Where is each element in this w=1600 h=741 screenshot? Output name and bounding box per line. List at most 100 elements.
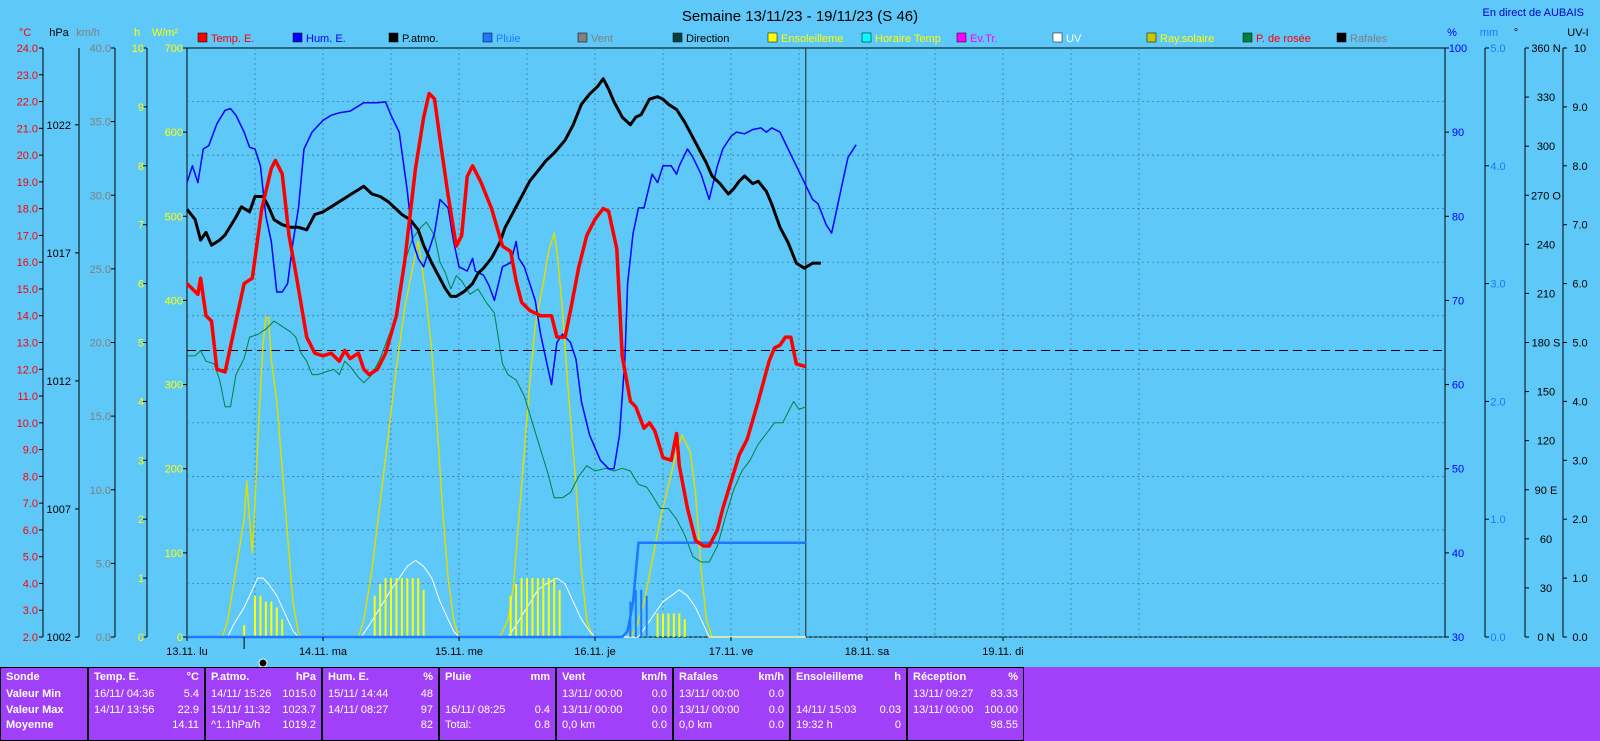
stats-value: 0.8 xyxy=(534,719,550,731)
hum-axis-ticklabel: 100 xyxy=(1449,43,1467,55)
stats-time: 15/11/ 11:32 xyxy=(211,703,271,716)
dir-axis-ticklabel: 300 xyxy=(1537,141,1555,153)
rain-axis-ticklabel: 5.0 xyxy=(1490,43,1505,55)
series-pluie xyxy=(187,541,806,639)
solar-axis-ticklabel: 600 xyxy=(165,127,183,139)
stats-box-unit: hPa xyxy=(295,671,316,683)
legend-swatch-4 xyxy=(577,32,588,43)
hum-axis-ticklabel: 50 xyxy=(1452,464,1464,476)
stats-time: 14/11/ 15:03 xyxy=(796,703,857,716)
uv-axis-ticklabel: 2.0 xyxy=(1572,514,1587,526)
temp-axis-ticklabel: 24.0 xyxy=(17,43,38,55)
legend-label-6: Ensoleilleme xyxy=(781,33,843,45)
hum-axis-ticklabel: 40 xyxy=(1452,548,1464,560)
stats-box-unit: h xyxy=(894,671,901,683)
solar-axis-ticklabel: 300 xyxy=(165,380,183,392)
solar-axis-ticklabel: 400 xyxy=(165,295,183,307)
legend-swatch-3 xyxy=(482,32,493,43)
axes: °C24.023.022.021.020.019.018.017.016.015… xyxy=(17,27,1589,644)
uv-axis-ticklabel: 4.0 xyxy=(1572,396,1587,408)
rain-axis-ticklabel: 2.0 xyxy=(1490,396,1505,408)
stats-row xyxy=(796,687,901,703)
sun-axis-unit: h xyxy=(134,27,140,39)
stats-value: 0.0 xyxy=(768,719,784,731)
stats-row: 14.11 xyxy=(94,718,199,734)
grid xyxy=(187,48,1445,638)
stats-row: 14/11/ 15:03 0.03 xyxy=(796,703,901,719)
legend-swatch-12 xyxy=(1336,32,1347,43)
stats-row: 16/11/ 04:36 5.4 xyxy=(94,687,199,703)
stats-time: Total: xyxy=(445,719,472,731)
stats-value: 82 xyxy=(420,719,433,731)
stats-value: 0.0 xyxy=(768,688,784,700)
temp-axis-ticklabel: 18.0 xyxy=(17,204,38,216)
stats-row: 13/11/ 00:00 0.0 xyxy=(679,687,784,703)
stats-box-0: Temp. E. °C 16/11/ 04:36 5.4 14/11/ 13:56 22.… xyxy=(88,667,205,741)
x-ticklabel: 18.11. sa xyxy=(845,646,890,658)
stats-value: 0.4 xyxy=(534,703,550,716)
stats-box-title: P.atmo. xyxy=(211,671,250,683)
stats-value: 0.0 xyxy=(651,688,667,700)
legend-label-12: Rafales xyxy=(1350,33,1388,45)
uv-axis-ticklabel: 0.0 xyxy=(1572,632,1587,644)
x-ticklabel: 19.11. di xyxy=(982,646,1023,658)
weekly-weather-chart: Semaine 13/11/23 - 19/11/23 (S 46) En di… xyxy=(17,7,1589,667)
stats-value: 5.4 xyxy=(183,688,199,700)
wind-axis-ticklabel: 0.0 xyxy=(96,632,111,644)
x-axis: 13.11. lu 14.11. ma 15.11. me 16.11. je 17.1… xyxy=(166,637,1024,667)
statistics-panel: Sonde Valeur Min Valeur Max Moyenne Temp… xyxy=(0,667,1600,741)
dir-axis-ticklabel: 210 xyxy=(1537,288,1555,300)
stats-time: 15/11/ 14:44 xyxy=(328,688,389,700)
stats-row: 15/11/ 11:32 1023.7 xyxy=(211,703,316,719)
chart-title: Semaine 13/11/23 - 19/11/23 (S 46) xyxy=(682,8,918,25)
stats-value: 1015.0 xyxy=(282,688,316,700)
solar-axis-ticklabel: 200 xyxy=(165,464,183,476)
temp-axis-ticklabel: 19.0 xyxy=(17,177,38,189)
dir-axis-unit: ° xyxy=(1514,27,1518,39)
sun-axis-ticklabel: 3 xyxy=(138,455,144,467)
rain-axis-ticklabel: 3.0 xyxy=(1490,279,1505,291)
stats-labels: Sonde Valeur Min Valeur Max Moyenne xyxy=(0,667,88,741)
sun-axis-ticklabel: 0 xyxy=(138,632,144,644)
temp-axis-ticklabel: 16.0 xyxy=(17,257,38,269)
pressure-axis-ticklabel: 1002 xyxy=(47,632,71,644)
wind-axis-ticklabel: 5.0 xyxy=(96,558,111,570)
legend-label-0: Temp. E. xyxy=(211,33,254,45)
stats-box-title: Réception xyxy=(913,671,967,683)
legend-swatch-9 xyxy=(1052,32,1063,43)
legend-label-5: Direction xyxy=(686,33,729,45)
stats-time: 13/11/ 09:27 xyxy=(913,688,974,700)
stats-box-title: Temp. E. xyxy=(94,671,140,683)
stats-value: 97 xyxy=(420,703,433,716)
wind-axis-ticklabel: 40.0 xyxy=(90,43,111,55)
stats-box-4: Vent km/h 13/11/ 00:00 0.0 13/11/ 00:00 0.0 0,… xyxy=(556,667,673,741)
solar-axis-ticklabel: 0 xyxy=(177,632,183,644)
legend-label-1: Hum. E. xyxy=(306,33,346,45)
stats-row: 13/11/ 00:00 0.0 xyxy=(562,687,667,703)
stats-box-unit: % xyxy=(1008,671,1018,683)
plot-area xyxy=(186,47,1446,638)
temp-axis-ticklabel: 17.0 xyxy=(17,230,38,242)
temp-axis-ticklabel: 11.0 xyxy=(17,391,38,403)
stats-time: 19:32 h xyxy=(796,719,833,731)
dir-axis-ticklabel: 360 N xyxy=(1531,43,1560,55)
dir-axis-ticklabel: 90 E xyxy=(1535,485,1558,497)
series-temp-e- xyxy=(185,91,807,548)
stats-row xyxy=(445,687,550,703)
temp-axis-ticklabel: 2.0 xyxy=(23,632,38,644)
stats-value: 22.9 xyxy=(177,703,199,716)
stats-box-6: Ensoleilleme h 14/11/ 15:03 0.03 19:32 h 0 xyxy=(790,667,907,741)
stats-row: 82 xyxy=(328,718,433,734)
legend-label-8: Ev.Tr. xyxy=(970,33,998,45)
temp-axis-ticklabel: 7.0 xyxy=(23,498,38,510)
stats-box-title: Vent xyxy=(562,671,586,683)
stats-box-title: Hum. E. xyxy=(328,671,369,683)
station-label: En direct de AUBAIS xyxy=(1483,7,1585,19)
pressure-axis-ticklabel: 1022 xyxy=(47,120,71,132)
pressure-axis-unit: hPa xyxy=(49,27,69,39)
solar-axis-ticklabel: 700 xyxy=(165,43,183,55)
temp-axis-ticklabel: 12.0 xyxy=(17,364,38,376)
stats-value: 0.0 xyxy=(651,703,667,716)
dir-axis-ticklabel: 0 N xyxy=(1537,632,1554,644)
x-ticklabel: 14.11. ma xyxy=(299,646,348,658)
